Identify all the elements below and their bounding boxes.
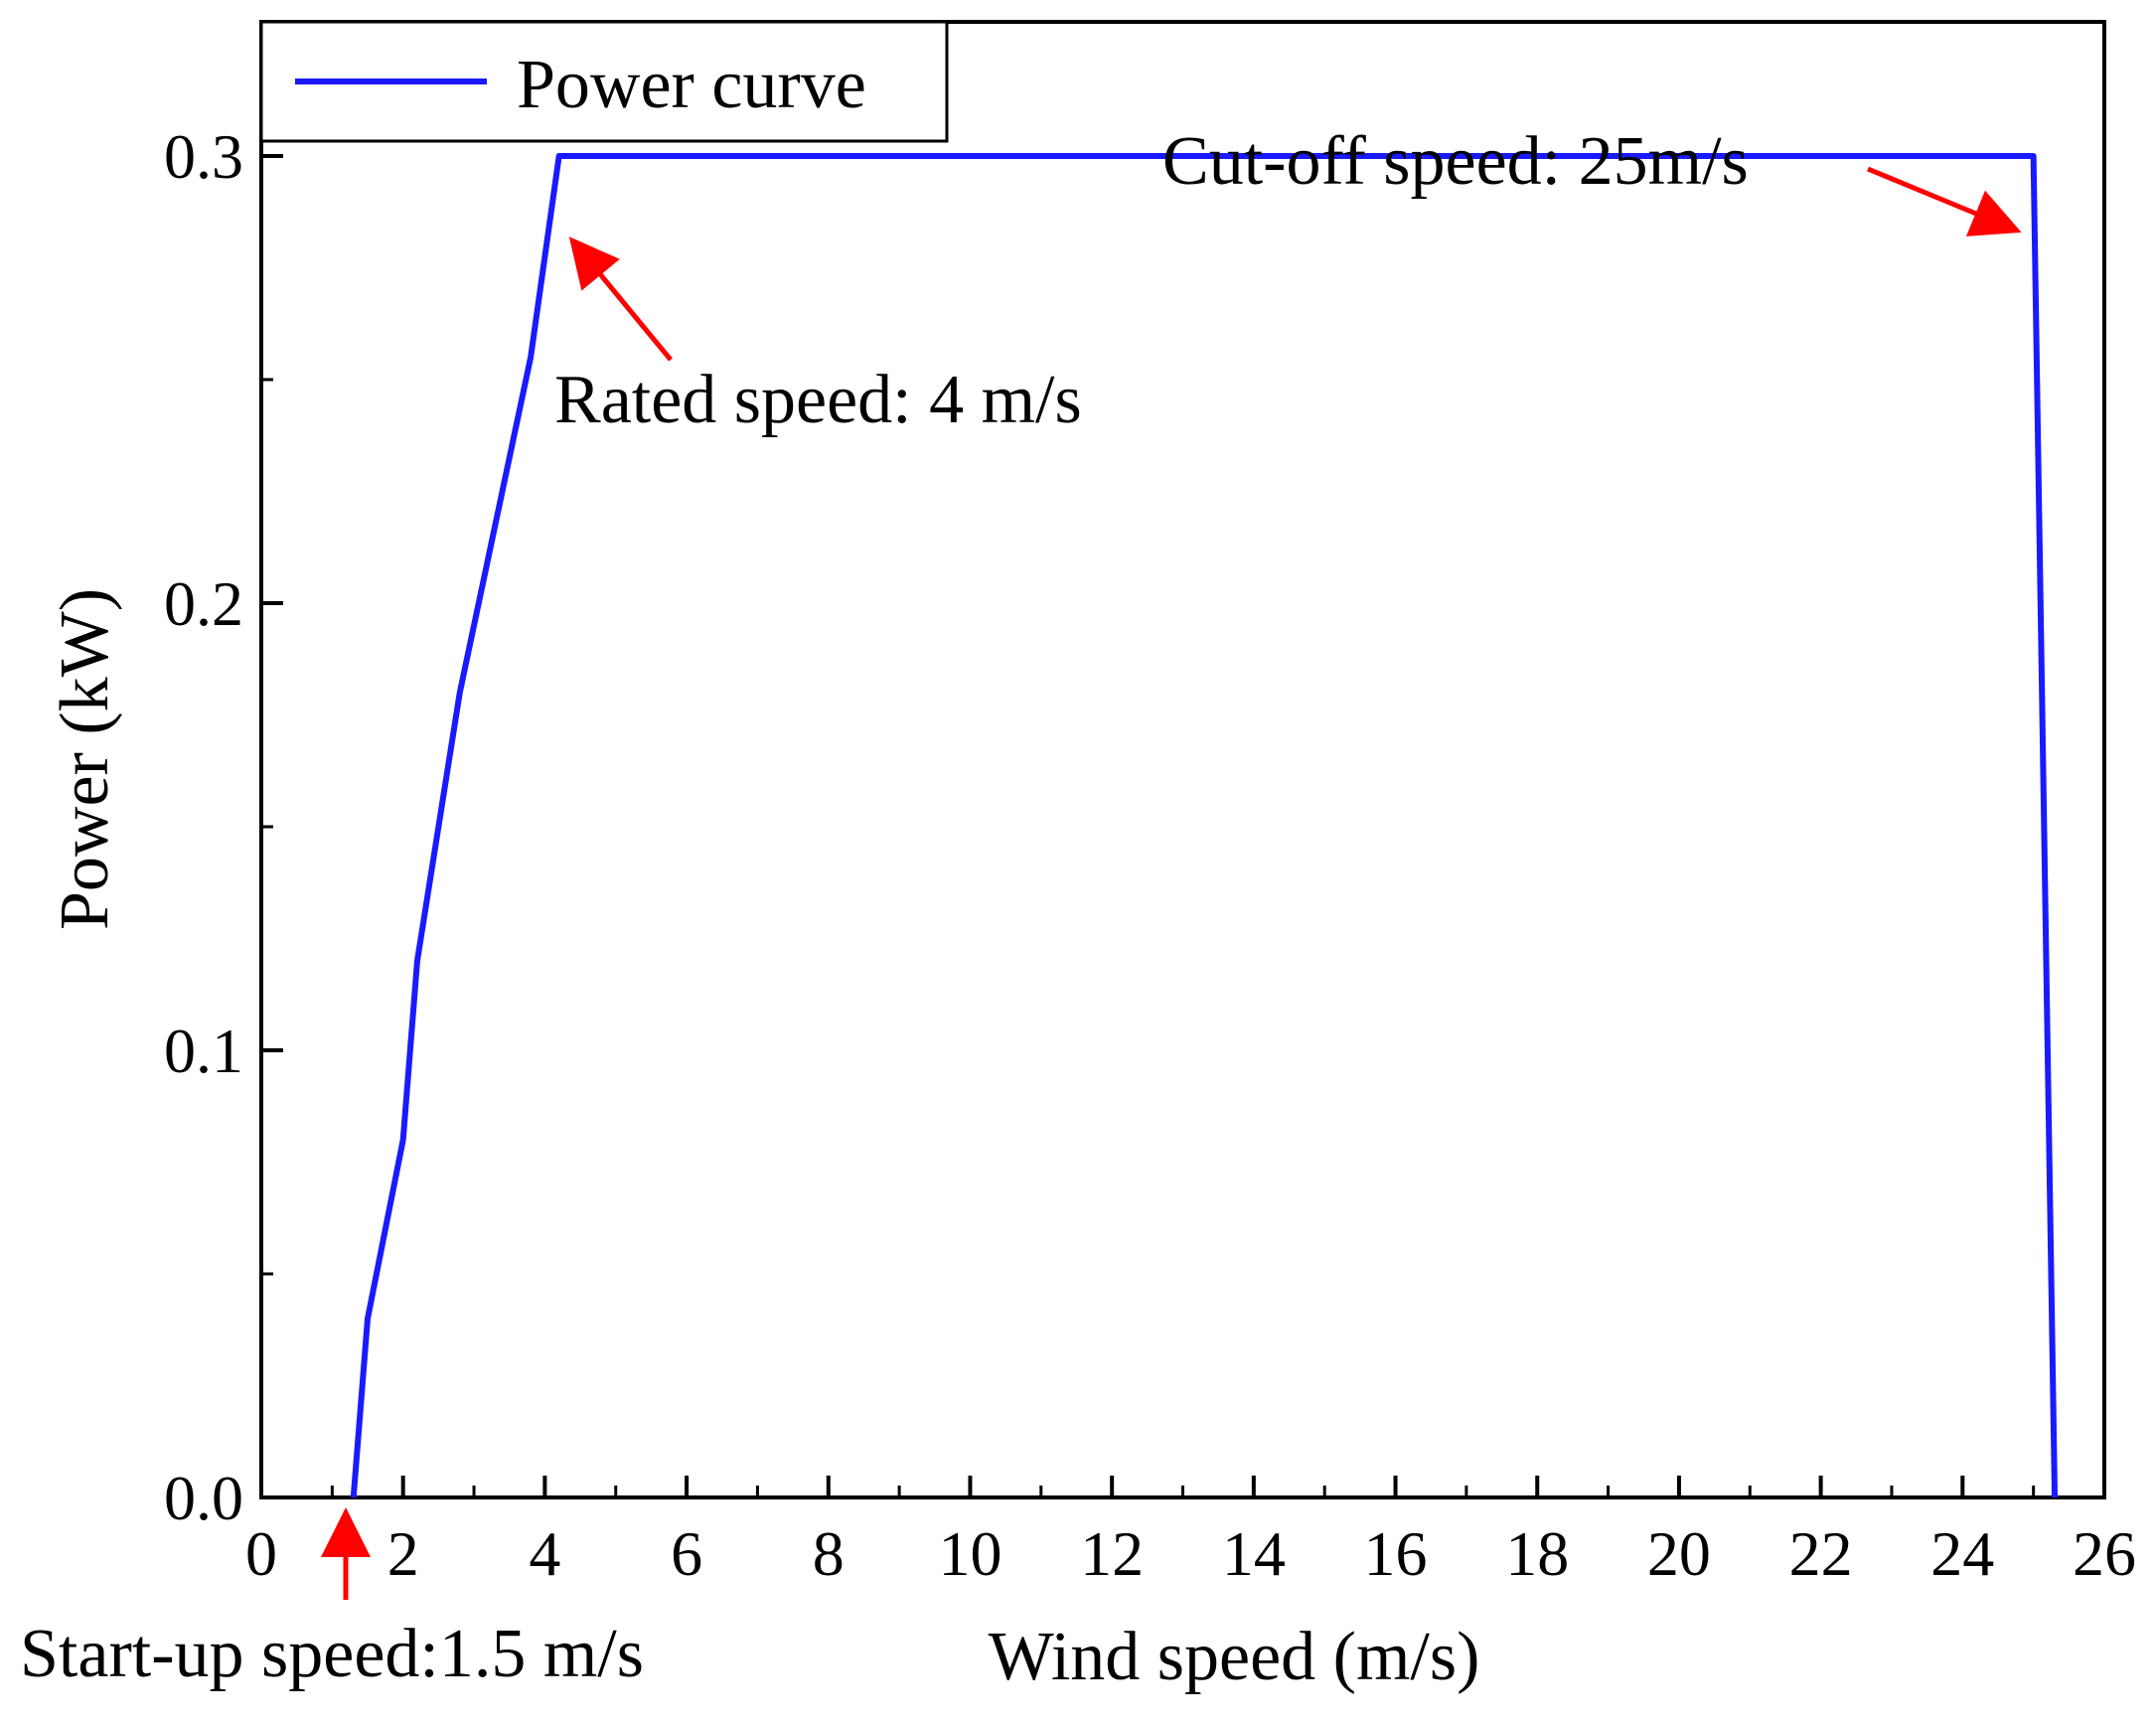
x-tick-label: 18 [1505, 1518, 1569, 1589]
x-tick-label: 16 [1364, 1518, 1428, 1589]
y-axis-title: Power (kW) [47, 588, 123, 930]
x-axis-ticks: 0 2 4 6 8 10 12 14 16 18 20 22 24 26 [245, 1476, 2136, 1589]
legend: Power curve [259, 20, 949, 143]
x-tick-label: 0 [245, 1518, 277, 1589]
y-tick-label: 0.1 [164, 1016, 243, 1086]
x-axis-title: Wind speed (m/s) [989, 1619, 1480, 1695]
y-axis-ticks: 0.0 0.1 0.2 0.3 [164, 121, 283, 1533]
x-tick-label: 14 [1222, 1518, 1286, 1589]
y-tick-label: 0.2 [164, 568, 243, 639]
x-tick-label: 20 [1647, 1518, 1711, 1589]
rated-speed-arrow [568, 236, 673, 362]
plot-frame [259, 20, 2106, 1499]
annotation-rated-speed: Rated speed: 4 m/s [554, 362, 1082, 438]
cut-off-speed-arrow [1867, 166, 2022, 236]
x-tick-label: 24 [1930, 1518, 1994, 1589]
x-tick-label: 8 [813, 1518, 845, 1589]
legend-label-power-curve: Power curve [517, 47, 866, 123]
y-tick-label: 0.3 [164, 121, 243, 192]
x-tick-label: 2 [387, 1518, 419, 1589]
annotation-cut-off-speed: Cut-off speed: 25m/s [1162, 123, 1749, 200]
x-tick-label: 10 [938, 1518, 1001, 1589]
series-points-power-curve [351, 153, 2058, 1500]
annotation-start-up-speed: Start-up speed:1.5 m/s [20, 1616, 644, 1692]
x-tick-label: 12 [1080, 1518, 1144, 1589]
x-tick-label: 26 [2073, 1518, 2136, 1589]
y-tick-label: 0.0 [164, 1463, 243, 1533]
x-tick-label: 6 [671, 1518, 702, 1589]
x-tick-label: 4 [529, 1518, 560, 1589]
x-tick-label: 22 [1789, 1518, 1853, 1589]
series-line-power-curve [350, 153, 2059, 1498]
